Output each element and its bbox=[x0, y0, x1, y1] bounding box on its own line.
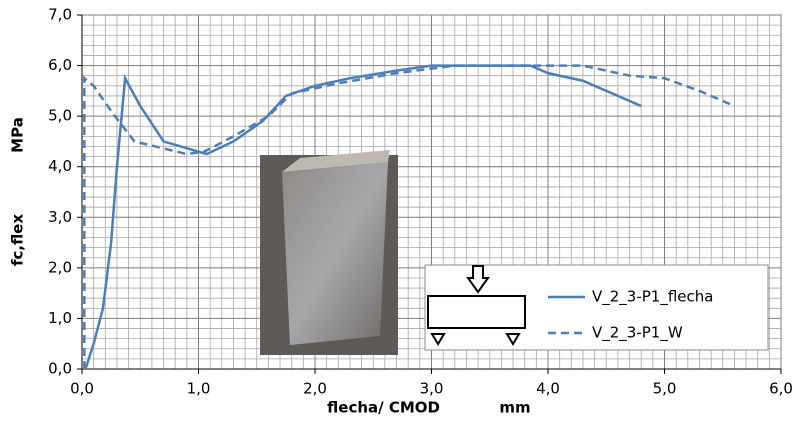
x-tick-label: 0,0 bbox=[70, 380, 94, 398]
series-line bbox=[84, 64, 642, 370]
x-axis-unit: mm bbox=[499, 399, 530, 417]
y-axis-unit: MPa bbox=[9, 117, 27, 153]
photo-inset bbox=[260, 150, 398, 355]
specimen bbox=[282, 162, 388, 345]
legend: V_2_3-P1_flecha V_2_3-P1_W bbox=[424, 264, 769, 351]
y-tick-label: 7,0 bbox=[48, 6, 72, 24]
x-tick-label: 5,0 bbox=[653, 380, 677, 398]
specimen-top bbox=[282, 150, 390, 172]
supports bbox=[430, 333, 521, 346]
y-tick-label: 5,0 bbox=[48, 107, 72, 125]
y-tick-label: 6,0 bbox=[48, 56, 72, 74]
y-tick-label: 1,0 bbox=[48, 309, 72, 327]
beam-diagram bbox=[427, 295, 526, 329]
series-line bbox=[83, 64, 735, 369]
y-tick-label: 4,0 bbox=[48, 157, 72, 175]
load-arrow bbox=[466, 265, 490, 294]
y-tick-label: 2,0 bbox=[48, 258, 72, 276]
y-tick-label: 0,0 bbox=[48, 360, 72, 378]
x-tick-label: 1,0 bbox=[187, 380, 211, 398]
y-tick-label: 3,0 bbox=[48, 208, 72, 226]
legend-label: V_2_3-P1_flecha bbox=[592, 288, 713, 307]
x-axis-label: flecha/ CMOD bbox=[327, 399, 440, 417]
x-tick-label: 3,0 bbox=[420, 380, 444, 398]
x-tick-label: 2,0 bbox=[303, 380, 327, 398]
y-axis-label: fc,flex bbox=[9, 214, 27, 266]
x-tick-label: 6,0 bbox=[769, 380, 793, 398]
x-tick-label: 4,0 bbox=[536, 380, 560, 398]
legend-label: V_2_3-P1_W bbox=[592, 324, 683, 343]
